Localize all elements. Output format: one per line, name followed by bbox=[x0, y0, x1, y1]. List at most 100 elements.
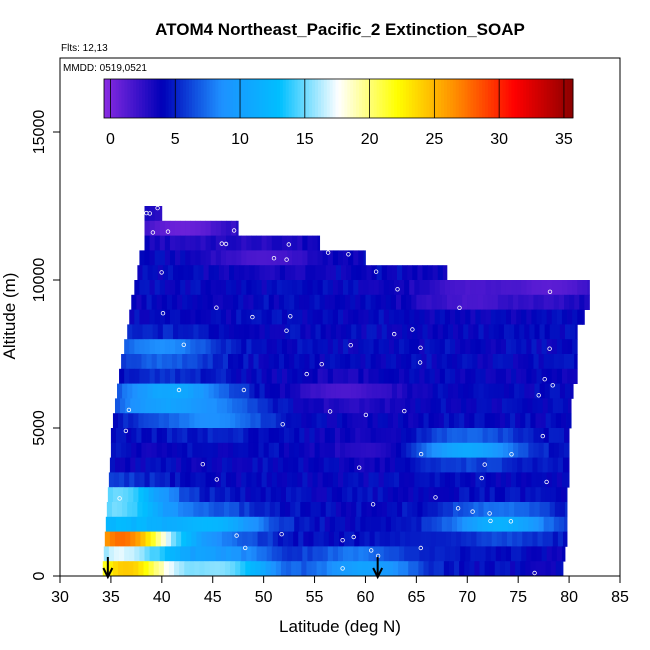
heatmap-cell bbox=[273, 428, 280, 444]
colorbar-segment bbox=[145, 79, 149, 118]
heatmap-cell bbox=[197, 354, 203, 370]
heatmap-cell bbox=[470, 472, 476, 488]
heatmap-cell bbox=[222, 294, 229, 310]
heatmap-cell bbox=[282, 531, 289, 547]
heatmap-cell bbox=[112, 413, 119, 429]
heatmap-cell bbox=[370, 442, 377, 458]
heatmap-cell bbox=[437, 324, 444, 340]
heatmap-cell bbox=[550, 487, 557, 503]
colorbar-segment bbox=[493, 79, 498, 118]
heatmap-cell bbox=[193, 324, 199, 340]
heatmap-cell bbox=[568, 398, 572, 414]
heatmap-cell bbox=[521, 472, 527, 488]
heatmap-cells bbox=[102, 206, 590, 577]
heatmap-cell bbox=[195, 235, 201, 251]
heatmap-cell bbox=[150, 531, 157, 547]
heatmap-cell bbox=[348, 309, 354, 325]
heatmap-cell bbox=[556, 472, 563, 488]
heatmap-cell bbox=[440, 457, 447, 473]
heatmap-cell bbox=[543, 294, 550, 310]
heatmap-cell bbox=[275, 413, 282, 429]
heatmap-cell bbox=[288, 398, 294, 414]
heatmap-cell bbox=[346, 383, 352, 399]
colorbar-segment bbox=[385, 79, 389, 118]
heatmap-cell bbox=[236, 339, 242, 355]
heatmap-cell bbox=[187, 442, 193, 458]
dates-label: MMDD: 0519,0521 bbox=[63, 63, 147, 74]
heatmap-cell bbox=[277, 457, 284, 473]
heatmap-cell bbox=[129, 546, 135, 562]
heatmap-cell bbox=[490, 368, 497, 384]
heatmap-cell bbox=[373, 546, 380, 562]
heatmap-cell bbox=[534, 324, 540, 340]
sample-point bbox=[319, 362, 324, 367]
heatmap-cell bbox=[474, 413, 480, 429]
heatmap-cell bbox=[276, 280, 283, 296]
colorbar-segment bbox=[294, 79, 298, 118]
heatmap-cell bbox=[152, 324, 159, 340]
sample-point bbox=[357, 465, 362, 470]
heatmap-cell bbox=[314, 442, 321, 458]
heatmap-cell bbox=[314, 516, 321, 532]
heatmap-cell bbox=[169, 546, 176, 562]
heatmap-cell bbox=[176, 531, 182, 547]
heatmap-cell bbox=[112, 487, 119, 503]
heatmap-cell bbox=[161, 354, 168, 370]
heatmap-cell bbox=[103, 546, 110, 562]
heatmap-cell bbox=[168, 413, 175, 429]
heatmap-cell bbox=[266, 472, 273, 488]
heatmap-cell bbox=[128, 561, 134, 577]
heatmap-cell bbox=[431, 428, 438, 444]
heatmap-cell bbox=[178, 324, 184, 340]
heatmap-cell bbox=[238, 516, 244, 532]
heatmap-cell bbox=[412, 502, 418, 518]
heatmap-cell bbox=[453, 383, 459, 399]
heatmap-cell bbox=[265, 487, 272, 503]
heatmap-cell bbox=[348, 472, 354, 488]
heatmap-cell bbox=[378, 309, 385, 325]
heatmap-cell bbox=[302, 235, 308, 251]
heatmap-cell bbox=[399, 309, 405, 325]
heatmap-cell bbox=[260, 413, 267, 429]
heatmap-cell bbox=[173, 502, 179, 518]
heatmap-cell bbox=[429, 368, 436, 384]
heatmap-cell bbox=[110, 428, 117, 444]
heatmap-cell bbox=[187, 428, 193, 444]
heatmap-cell bbox=[472, 516, 478, 532]
heatmap-cell bbox=[560, 487, 567, 503]
heatmap-cell bbox=[320, 383, 327, 399]
heatmap-cell bbox=[559, 502, 566, 518]
heatmap-cell bbox=[200, 472, 206, 488]
heatmap-cell bbox=[220, 546, 227, 562]
heatmap-cell bbox=[460, 368, 466, 384]
heatmap-cell bbox=[133, 413, 139, 429]
sample-point bbox=[123, 428, 129, 434]
heatmap-cell bbox=[308, 531, 314, 547]
heatmap-cell bbox=[159, 546, 166, 562]
heatmap-cell bbox=[180, 472, 186, 488]
heatmap-cell bbox=[509, 502, 515, 518]
heatmap-cell bbox=[358, 339, 364, 355]
heatmap-cell bbox=[205, 472, 212, 488]
heatmap-cell bbox=[459, 413, 465, 429]
heatmap-cell bbox=[551, 280, 558, 296]
heatmap-cell bbox=[383, 280, 390, 296]
heatmap-cell bbox=[230, 487, 236, 503]
colorbar-segment bbox=[232, 79, 237, 118]
heatmap-cell bbox=[304, 428, 310, 444]
heatmap-cell bbox=[214, 413, 221, 429]
sample-point bbox=[234, 533, 239, 538]
heatmap-cell bbox=[501, 457, 508, 473]
heatmap-cell bbox=[108, 472, 115, 488]
heatmap-cell bbox=[361, 383, 367, 399]
heatmap-cell bbox=[358, 546, 364, 562]
heatmap-cell bbox=[192, 354, 198, 370]
colorbar-segment bbox=[408, 79, 413, 118]
colorbar-tick-label: 25 bbox=[425, 131, 443, 148]
heatmap-cell bbox=[532, 531, 538, 547]
colorbar-segment bbox=[156, 79, 161, 118]
heatmap-cell bbox=[547, 398, 554, 414]
heatmap-cell bbox=[353, 309, 359, 325]
heatmap-cell bbox=[228, 442, 234, 458]
sample-point bbox=[250, 314, 255, 320]
